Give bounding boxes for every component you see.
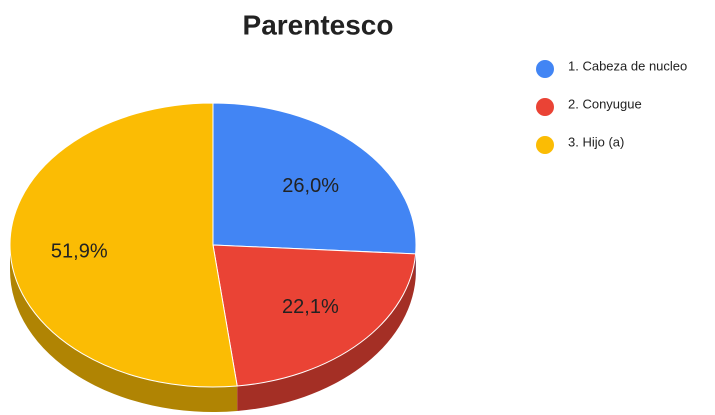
legend-label: 3. Hijo (a) <box>568 134 624 149</box>
legend-label: 1. Cabeza de nucleo <box>568 58 687 73</box>
legend-marker <box>536 98 554 116</box>
slice <box>212 102 417 255</box>
data-label: 22,1% <box>282 296 339 318</box>
legend-marker <box>536 136 554 154</box>
legend-marker <box>536 60 554 78</box>
data-label: 51,9% <box>51 241 108 263</box>
data-label: 26,0% <box>282 175 339 197</box>
slice <box>212 244 417 387</box>
chart-title: Parentesco <box>243 9 394 40</box>
slice-side <box>237 253 416 411</box>
legend-label: 2. Conyugue <box>568 96 642 111</box>
slice-side <box>10 245 238 412</box>
slice <box>9 102 238 388</box>
